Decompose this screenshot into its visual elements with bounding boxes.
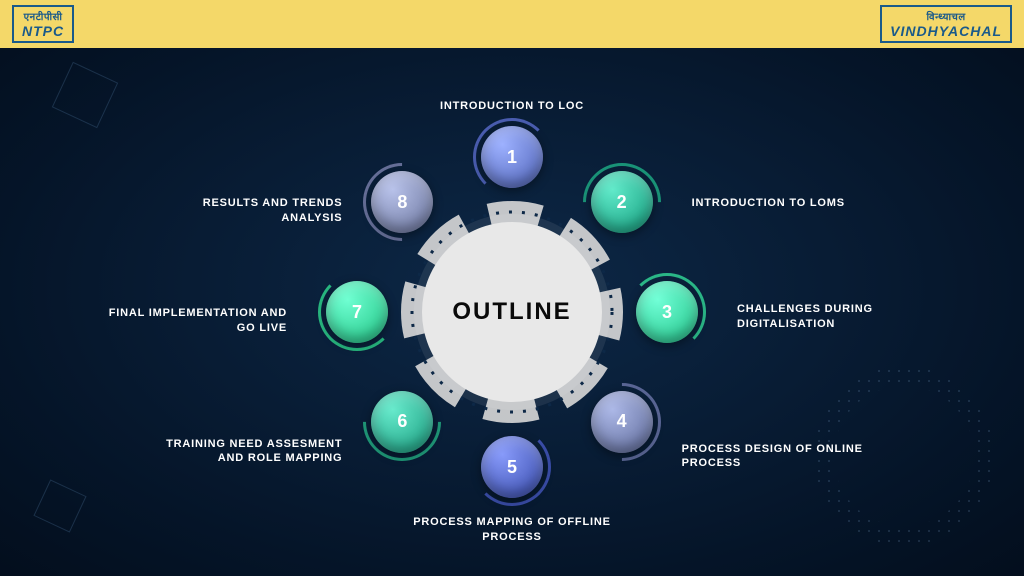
decoration-square <box>33 479 86 532</box>
node-2: 2 <box>591 171 653 233</box>
node-8: 8 <box>371 171 433 233</box>
node-label-6: TRAINING NEED ASSESMENT AND ROLE MAPPING <box>142 437 342 467</box>
logo-left-script: एनटीपीसी <box>22 9 64 23</box>
node-label-3: CHALLENGES DURING DIGITALISATION <box>737 302 937 332</box>
logo-left-text: NTPC <box>22 23 64 39</box>
node-6: 6 <box>371 391 433 453</box>
node-label-4: PROCESS DESIGN OF ONLINE PROCESS <box>682 442 882 472</box>
node-7: 7 <box>326 281 388 343</box>
logo-right-text: VINDHYACHAL <box>890 23 1002 39</box>
node-5: 5 <box>481 436 543 498</box>
logo-right: विन्ध्याचल VINDHYACHAL <box>880 5 1012 43</box>
node-label-5: PROCESS MAPPING OF OFFLINE PROCESS <box>412 515 612 545</box>
decoration-square <box>52 62 118 128</box>
center-circle: OUTLINE <box>422 222 602 402</box>
node-label-2: INTRODUCTION TO LOMS <box>692 196 892 211</box>
outline-diagram: OUTLINE 1INTRODUCTION TO LOC2INTRODUCTIO… <box>282 82 742 542</box>
center-title: OUTLINE <box>452 298 571 326</box>
node-3: 3 <box>636 281 698 343</box>
node-4: 4 <box>591 391 653 453</box>
logo-right-script: विन्ध्याचल <box>890 9 1002 23</box>
logo-left: एनटीपीसी NTPC <box>12 5 74 43</box>
node-1: 1 <box>481 126 543 188</box>
node-label-1: INTRODUCTION TO LOC <box>412 99 612 114</box>
node-label-8: RESULTS AND TRENDS ANALYSIS <box>142 196 342 226</box>
header-bar: एनटीपीसी NTPC विन्ध्याचल VINDHYACHAL <box>0 0 1024 48</box>
node-label-7: FINAL IMPLEMENTATION AND GO LIVE <box>87 306 287 336</box>
